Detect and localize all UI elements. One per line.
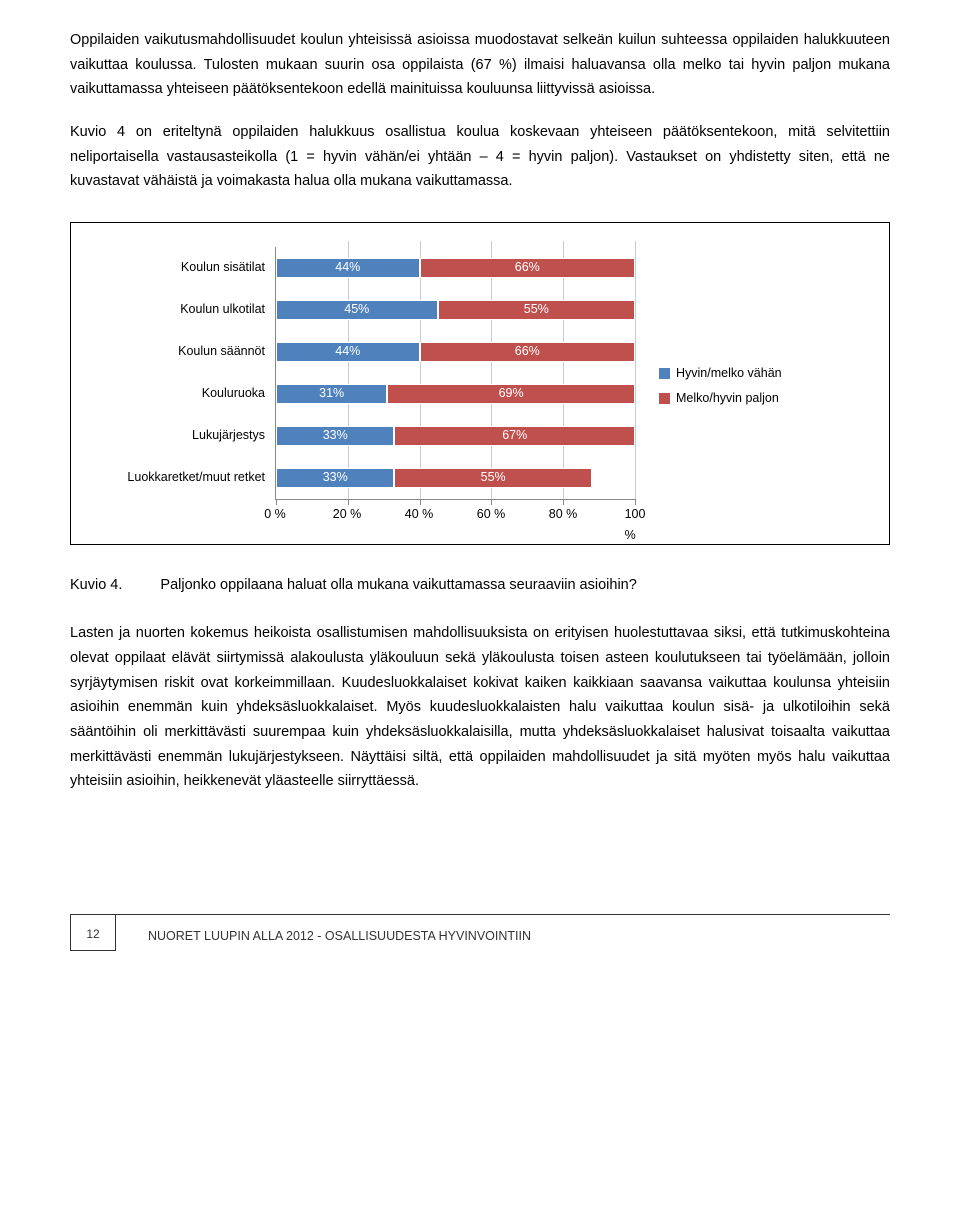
paragraph-2: Kuvio 4 on eriteltynä oppilaiden halukku… xyxy=(70,120,890,194)
x-axis-tick: 80 % xyxy=(549,504,578,525)
page-number: 12 xyxy=(70,914,116,951)
caption-text: Paljonko oppilaana haluat olla mukana va… xyxy=(160,573,636,598)
chart-category-label: Lukujärjestys xyxy=(95,415,275,457)
legend-label: Melko/hyvin paljon xyxy=(676,388,779,409)
bar-segment-low: 44% xyxy=(276,258,420,278)
paragraph-3: Lasten ja nuorten kokemus heikoista osal… xyxy=(70,621,890,793)
x-axis-tick: 100 % xyxy=(625,504,646,547)
x-axis-tick: 0 % xyxy=(264,504,286,525)
legend-swatch xyxy=(659,368,670,379)
chart-x-axis: 0 %20 %40 %60 %80 %100 % xyxy=(275,500,635,526)
footer-title: NUORET LUUPIN ALLA 2012 - OSALLISUUDESTA… xyxy=(148,926,531,947)
legend-item: Hyvin/melko vähän xyxy=(659,363,782,384)
bar-segment-high: 67% xyxy=(394,426,635,446)
chart-category-label: Koulun säännöt xyxy=(95,331,275,373)
chart-plot-area: 44%66%45%55%44%66%31%69%33%67%33%55% xyxy=(275,247,635,500)
caption-prefix: Kuvio 4. xyxy=(70,573,122,598)
bar-segment-low: 33% xyxy=(276,468,394,488)
bar-segment-high: 66% xyxy=(420,342,635,362)
x-axis-tick: 40 % xyxy=(405,504,434,525)
legend-swatch xyxy=(659,393,670,404)
chart-y-labels: Koulun sisätilatKoulun ulkotilatKoulun s… xyxy=(95,247,275,526)
chart-container: Koulun sisätilatKoulun ulkotilatKoulun s… xyxy=(70,222,890,545)
legend-item: Melko/hyvin paljon xyxy=(659,388,782,409)
chart-caption: Kuvio 4. Paljonko oppilaana haluat olla … xyxy=(70,573,890,598)
x-axis-tick: 60 % xyxy=(477,504,506,525)
paragraph-1: Oppilaiden vaikutusmahdollisuudet koulun… xyxy=(70,28,890,102)
chart-category-label: Koulun sisätilat xyxy=(95,247,275,289)
chart-category-label: Koulun ulkotilat xyxy=(95,289,275,331)
bar-segment-low: 33% xyxy=(276,426,394,446)
bar-segment-low: 44% xyxy=(276,342,420,362)
x-axis-tick: 20 % xyxy=(333,504,362,525)
bar-segment-high: 55% xyxy=(394,468,591,488)
bar-segment-low: 45% xyxy=(276,300,438,320)
chart-category-label: Kouluruoka xyxy=(95,373,275,415)
chart-category-label: Luokkaretket/muut retket xyxy=(95,457,275,499)
legend-label: Hyvin/melko vähän xyxy=(676,363,782,384)
bar-segment-low: 31% xyxy=(276,384,387,404)
chart-legend: Hyvin/melko vähän Melko/hyvin paljon xyxy=(659,359,782,414)
bar-segment-high: 66% xyxy=(420,258,635,278)
bar-segment-high: 69% xyxy=(387,384,635,404)
bar-segment-high: 55% xyxy=(438,300,635,320)
page-footer: 12 NUORET LUUPIN ALLA 2012 - OSALLISUUDE… xyxy=(70,914,890,969)
